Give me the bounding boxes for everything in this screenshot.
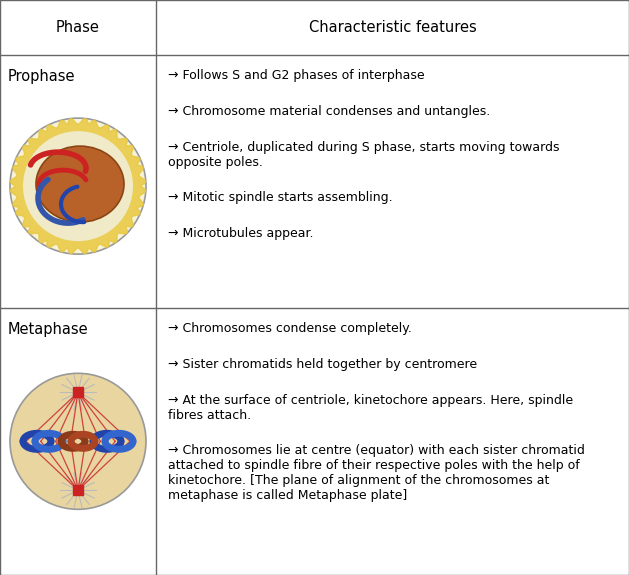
Text: → Mitotic spindle starts assembling.: → Mitotic spindle starts assembling.	[168, 191, 392, 204]
Ellipse shape	[36, 146, 124, 222]
Text: → Sister chromatids held together by centromere: → Sister chromatids held together by cen…	[168, 358, 477, 371]
Circle shape	[10, 373, 146, 509]
Text: → Chromosomes lie at centre (equator) with each sister chromatid
attached to spi: → Chromosomes lie at centre (equator) wi…	[168, 444, 585, 501]
Bar	[73, 388, 83, 397]
Bar	[73, 485, 83, 495]
Text: → Centriole, duplicated during S phase, starts moving towards
opposite poles.: → Centriole, duplicated during S phase, …	[168, 141, 559, 168]
Text: Prophase: Prophase	[8, 68, 75, 83]
Text: → At the surface of centriole, kinetochore appears. Here, spindle
fibres attach.: → At the surface of centriole, kinetocho…	[168, 394, 573, 421]
Polygon shape	[11, 118, 145, 254]
Circle shape	[23, 131, 133, 241]
Circle shape	[10, 118, 146, 254]
Text: Phase: Phase	[56, 20, 100, 35]
Text: → Follows S and G2 phases of interphase: → Follows S and G2 phases of interphase	[168, 68, 425, 82]
Text: Metaphase: Metaphase	[8, 321, 89, 336]
Text: → Microtubules appear.: → Microtubules appear.	[168, 227, 313, 240]
Text: → Chromosome material condenses and untangles.: → Chromosome material condenses and unta…	[168, 105, 490, 118]
Text: → Chromosomes condense completely.: → Chromosomes condense completely.	[168, 321, 412, 335]
Text: Characteristic features: Characteristic features	[309, 20, 476, 35]
